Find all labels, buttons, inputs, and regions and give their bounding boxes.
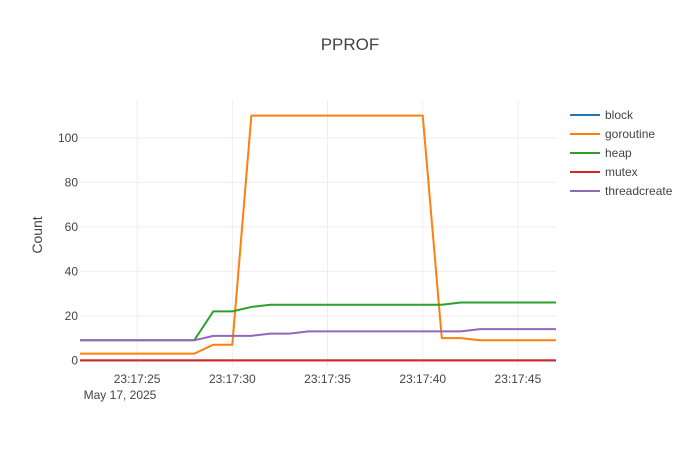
series-line-goroutine[interactable] (80, 114, 556, 355)
x-tick-label: 23:17:45 (495, 372, 542, 386)
y-tick-label: 80 (65, 175, 79, 189)
y-tick-label: 40 (65, 264, 79, 278)
x-tick-label: 23:17:40 (399, 372, 446, 386)
x-axis-ticks: 23:17:25 23:17:30 23:17:35 23:17:40 23:17:45 (114, 372, 542, 386)
plot-series[interactable] (80, 114, 556, 362)
x-tick-label: 23:17:25 (114, 372, 161, 386)
legend-item-threadcreate[interactable]: threadcreate (570, 184, 673, 198)
chart-title: PPROF (321, 35, 380, 54)
series-line-threadcreate[interactable] (80, 328, 556, 342)
x-axis-date-label: May 17, 2025 (84, 388, 157, 402)
y-axis-label: Count (29, 216, 45, 253)
grid-lines (80, 100, 556, 367)
y-tick-label: 20 (65, 309, 79, 323)
legend[interactable]: block goroutine heap mutex threadcreate (570, 108, 673, 198)
legend-item-goroutine[interactable]: goroutine (570, 127, 655, 141)
legend-label: block (605, 108, 634, 122)
x-tick-label: 23:17:30 (209, 372, 256, 386)
legend-item-block[interactable]: block (570, 108, 634, 122)
legend-label: heap (605, 146, 632, 160)
legend-label: goroutine (605, 127, 655, 141)
y-tick-label: 100 (58, 131, 78, 145)
legend-label: mutex (605, 165, 638, 179)
y-axis-ticks: 0 20 40 60 80 100 (58, 131, 78, 368)
legend-label: threadcreate (605, 184, 673, 198)
x-tick-label: 23:17:35 (304, 372, 351, 386)
legend-item-heap[interactable]: heap (570, 146, 632, 160)
y-tick-label: 0 (71, 353, 78, 367)
series-line-heap[interactable] (80, 301, 556, 342)
legend-item-mutex[interactable]: mutex (570, 165, 638, 179)
y-tick-label: 60 (65, 220, 79, 234)
